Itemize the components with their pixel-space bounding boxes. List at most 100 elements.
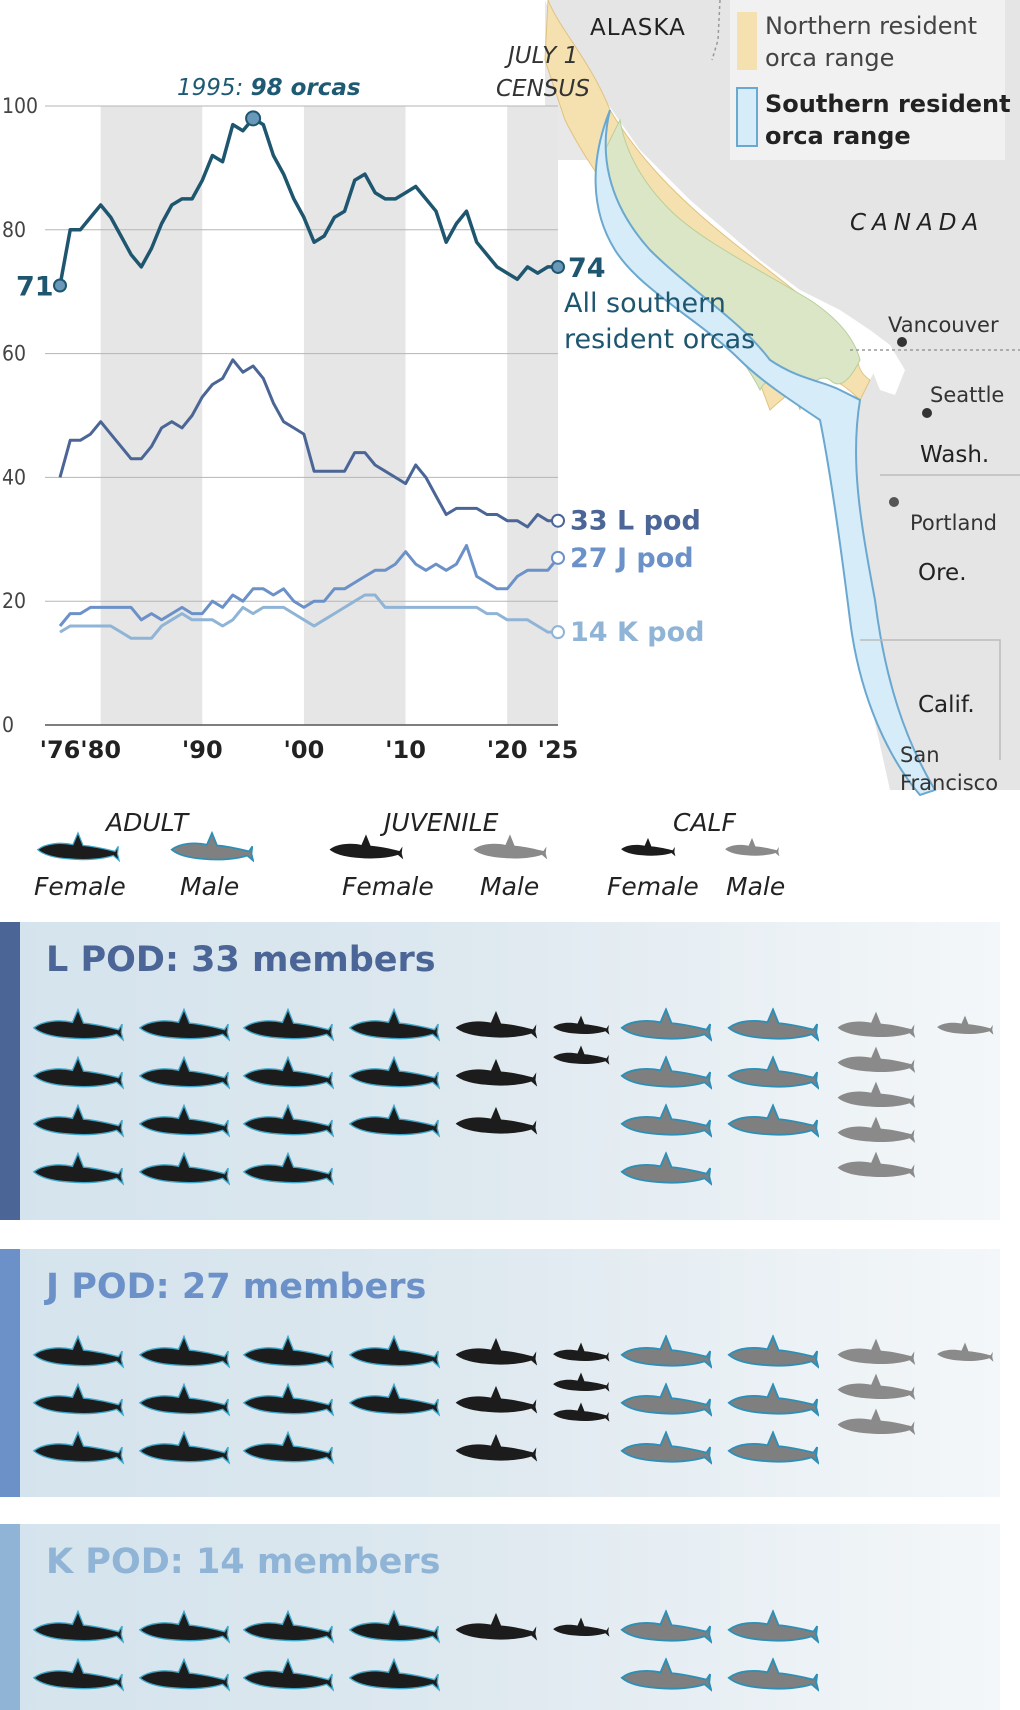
key-calf-title: CALF xyxy=(673,808,736,837)
ore-label: Ore. xyxy=(918,560,967,586)
northern-legend-line1: Northern resident xyxy=(765,12,977,40)
key-juvenile-female-label: Female xyxy=(342,872,434,901)
k-pod-accent-bar xyxy=(0,1524,20,1710)
adult-female-orca-icon xyxy=(32,1606,124,1650)
key-adult-female-label: Female xyxy=(34,872,126,901)
x-tick-label: '20 xyxy=(487,736,528,764)
series-line-2 xyxy=(58,544,560,627)
adult-female-orca-icon xyxy=(242,1148,334,1192)
adult-male-orca-icon xyxy=(620,1379,712,1423)
adult-female-orca-icon xyxy=(138,1654,230,1698)
adult-female-orca-icon xyxy=(242,1654,334,1698)
adult-male-orca-icon xyxy=(620,1004,712,1048)
orca-legend: ADULT JUVENILE CALF Female Male Female M… xyxy=(0,800,1020,910)
adult-male-orca-icon xyxy=(620,1606,712,1650)
southern-legend-line2: orca range xyxy=(765,122,911,150)
y-tick-label: 20 xyxy=(2,589,26,613)
adult-male-orca-icon xyxy=(620,1100,712,1144)
adult-female-orca-icon xyxy=(138,1052,230,1096)
adult-male-orca-icon xyxy=(727,1004,819,1048)
portland-dot xyxy=(889,497,899,507)
juvenile-female-orca-icon xyxy=(454,1334,538,1372)
x-tick-label: '25 xyxy=(538,736,579,764)
adult-female-orca-icon xyxy=(138,1100,230,1144)
series-end-point xyxy=(551,625,565,640)
y-tick-label: 60 xyxy=(2,342,26,366)
adult-female-orca-icon xyxy=(32,1379,124,1423)
j-pod-title: J POD: 27 members xyxy=(46,1267,427,1307)
adult-female-orca-icon xyxy=(242,1606,334,1650)
vancouver-label: Vancouver xyxy=(888,313,999,337)
adult-female-orca-icon xyxy=(348,1379,440,1423)
x-tick-label: '90 xyxy=(182,736,223,764)
adult-female-orca-icon xyxy=(242,1331,334,1375)
alaska-label: ALASKA xyxy=(590,15,686,41)
adult-male-orca-icon xyxy=(727,1427,819,1471)
calf-female-orca-icon xyxy=(552,1400,610,1426)
l-pod-panel: L POD: 33 members xyxy=(0,922,1000,1220)
census-label-1: JULY 1 xyxy=(504,43,578,69)
series-line-0 xyxy=(58,116,558,286)
juvenile-female-orca-icon xyxy=(454,1609,538,1647)
adult-female-orca-icon xyxy=(242,1052,334,1096)
adult-male-orca-icon xyxy=(620,1331,712,1375)
adult-female-orca-icon xyxy=(138,1148,230,1192)
j-pod-panel: J POD: 27 members xyxy=(0,1249,1000,1497)
y-tick-label: 100 xyxy=(2,94,38,118)
y-tick-label: 0 xyxy=(2,713,14,737)
key-juvenile-title: JUVENILE xyxy=(384,808,499,837)
series-line-3 xyxy=(59,593,558,640)
juvenile-female-key-icon xyxy=(328,830,404,866)
adult-female-orca-icon xyxy=(242,1004,334,1048)
puget-sound xyxy=(870,330,905,395)
adult-female-orca-icon xyxy=(138,1606,230,1650)
series-end-label: 33 L pod xyxy=(570,506,701,537)
x-tick-label: '80 xyxy=(80,736,121,764)
juvenile-female-orca-icon xyxy=(454,1007,538,1045)
adult-female-orca-icon xyxy=(32,1427,124,1471)
san-francisco-label-1: San xyxy=(900,743,940,767)
adult-female-orca-icon xyxy=(348,1606,440,1650)
adult-female-orca-icon xyxy=(348,1331,440,1375)
seattle-label: Seattle xyxy=(930,383,1004,407)
juvenile-female-orca-icon xyxy=(454,1382,538,1420)
series-end-label: 14 K pod xyxy=(570,617,705,648)
adult-male-orca-icon xyxy=(727,1606,819,1650)
end-value-label: 74 xyxy=(568,253,606,284)
series-end-point xyxy=(551,550,565,565)
juvenile-male-key-icon xyxy=(472,830,548,866)
series-end-label: 27 J pod xyxy=(570,543,694,574)
adult-male-orca-icon xyxy=(620,1427,712,1471)
juvenile-male-orca-icon xyxy=(836,1043,916,1079)
adult-male-orca-icon xyxy=(620,1654,712,1698)
calf-female-orca-icon xyxy=(552,1615,610,1641)
adult-male-orca-icon xyxy=(727,1100,819,1144)
adult-female-orca-icon xyxy=(32,1331,124,1375)
calf-female-orca-icon xyxy=(552,1370,610,1396)
calf-female-orca-icon xyxy=(552,1340,610,1366)
adult-female-orca-icon xyxy=(138,1331,230,1375)
range-map: ALASKA CANADA Vancouver Seattle Wash. Po… xyxy=(544,0,1020,800)
juvenile-male-orca-icon xyxy=(836,1113,916,1149)
juvenile-female-orca-icon xyxy=(454,1103,538,1141)
decade-bands xyxy=(100,106,558,725)
vancouver-dot xyxy=(897,337,907,347)
k-pod-panel: K POD: 14 members xyxy=(0,1524,1000,1710)
juvenile-male-orca-icon xyxy=(836,1370,916,1406)
adult-female-orca-icon xyxy=(242,1379,334,1423)
adult-female-key-icon xyxy=(36,828,120,868)
juvenile-male-orca-icon xyxy=(836,1078,916,1114)
x-tick-label: '00 xyxy=(284,736,325,764)
adult-female-orca-icon xyxy=(348,1100,440,1144)
peak-annotation-value: 98 orcas xyxy=(251,75,361,101)
decade-band xyxy=(100,106,203,725)
adult-female-orca-icon xyxy=(242,1427,334,1471)
series-name-label: All southern xyxy=(564,288,726,319)
series-start-point xyxy=(53,278,67,293)
key-adult-male-label: Male xyxy=(180,872,240,901)
adult-male-orca-icon xyxy=(620,1052,712,1096)
census-label-2: CENSUS xyxy=(496,76,590,102)
peak-annotation-year: 1995: xyxy=(177,75,251,101)
calf-female-orca-icon xyxy=(552,1043,610,1069)
y-tick-label: 40 xyxy=(2,465,26,489)
